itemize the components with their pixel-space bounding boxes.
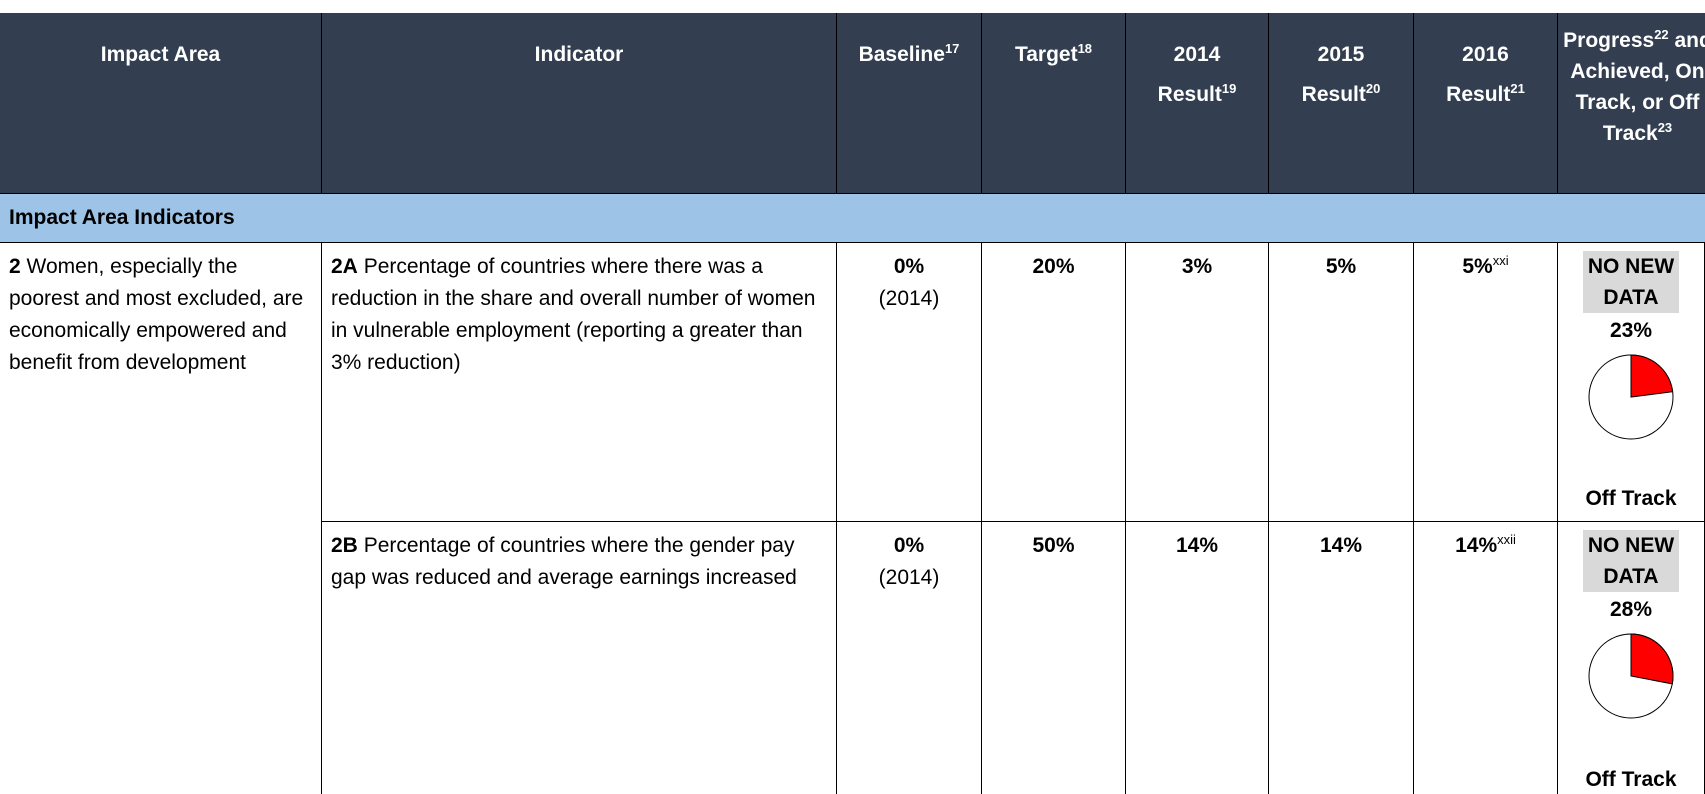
table-cell: 0% (2014) bbox=[837, 522, 982, 794]
baseline-value: 0% bbox=[893, 255, 925, 278]
result-value: 3% bbox=[1181, 255, 1213, 278]
header-cell: Indicator bbox=[322, 13, 837, 194]
pie-slice bbox=[1630, 354, 1674, 398]
header-text: Indicator bbox=[534, 43, 624, 66]
pie-chart bbox=[1588, 354, 1674, 440]
target-value: 20% bbox=[1032, 255, 1075, 278]
table-cell: 50% bbox=[982, 522, 1126, 794]
result-value: 14% bbox=[1175, 534, 1219, 557]
footnote: 21 bbox=[1510, 81, 1525, 96]
footnote: xxi bbox=[1492, 253, 1509, 268]
baseline-year: (2014) bbox=[878, 566, 940, 589]
table-cell: 20% bbox=[982, 243, 1126, 522]
table-cell: 14% bbox=[1269, 522, 1414, 794]
section-row: Impact Area Indicators bbox=[0, 194, 1705, 243]
section-title: Impact Area Indicators bbox=[9, 206, 235, 229]
table-cell: 3% bbox=[1126, 243, 1269, 522]
table-cell: 14%xxii bbox=[1414, 522, 1558, 794]
baseline-value: 0% bbox=[893, 534, 925, 557]
header-cell: 2016 Result21 bbox=[1414, 13, 1558, 194]
result-value: 5% bbox=[1462, 255, 1493, 278]
header-text: 2015 bbox=[1317, 43, 1365, 66]
header-cell: Target18 bbox=[982, 13, 1126, 194]
footnote: 23 bbox=[1657, 120, 1673, 135]
footnote: 18 bbox=[1077, 41, 1093, 56]
header-cell: Baseline17 bbox=[837, 13, 982, 194]
progress-label: 28% bbox=[1609, 598, 1653, 621]
header-text: Result bbox=[1301, 83, 1366, 106]
header-text: 2014 bbox=[1173, 43, 1221, 66]
footnote: 17 bbox=[944, 41, 960, 56]
pie-slice bbox=[1630, 633, 1674, 685]
footnote: xxii bbox=[1497, 532, 1516, 547]
header-text: Result bbox=[1157, 83, 1222, 106]
indicator-text: Percentage of countries where there was … bbox=[331, 255, 816, 374]
footnote: 20 bbox=[1365, 81, 1381, 96]
header-text: and Achieved, On Track, or Off Track bbox=[1570, 29, 1705, 145]
result-value: 14% bbox=[1455, 534, 1498, 557]
header-cell: 2014 Result19 bbox=[1126, 13, 1269, 194]
target-value: 50% bbox=[1032, 534, 1075, 557]
header-text: Impact Area bbox=[100, 43, 221, 66]
table-cell: 5%xxi bbox=[1414, 243, 1558, 522]
header-cell: 2015 Result20 bbox=[1269, 13, 1414, 194]
table-cell: 14% bbox=[1126, 522, 1269, 794]
table-cell: NO NEW DATA 28% Off Track bbox=[1558, 522, 1705, 794]
header-text: Result bbox=[1446, 83, 1511, 106]
header-text: Baseline bbox=[858, 43, 945, 66]
footnote: 19 bbox=[1221, 81, 1237, 96]
result-value: 14% bbox=[1319, 534, 1363, 557]
indicator-text: Percentage of countries where the gender… bbox=[331, 534, 797, 589]
impact-text: Women, especially the poorest and most e… bbox=[9, 255, 304, 374]
table-cell: 2B Percentage of countries where the gen… bbox=[322, 522, 837, 794]
status-label: NO NEW DATA bbox=[1583, 530, 1679, 592]
table-cell: 2A Percentage of countries where there w… bbox=[322, 243, 837, 522]
footnote: 22 bbox=[1654, 27, 1669, 42]
track-label: Off Track bbox=[1585, 487, 1677, 510]
table-cell: NO NEW DATA 23% Off Track bbox=[1558, 243, 1705, 522]
header-cell: Progress22 and Achieved, On Track, or Of… bbox=[1558, 13, 1705, 194]
pie-chart bbox=[1588, 633, 1674, 719]
header-cell: Impact Area bbox=[0, 13, 322, 194]
baseline-year: (2014) bbox=[878, 287, 940, 310]
track-label: Off Track bbox=[1585, 768, 1677, 791]
status-label: NO NEW DATA bbox=[1583, 251, 1679, 313]
table-cell: 5% bbox=[1269, 243, 1414, 522]
header-text: Target bbox=[1014, 43, 1078, 66]
header-text: Progress bbox=[1563, 29, 1655, 52]
table-cell: 0% (2014) bbox=[837, 243, 982, 522]
header-text: 2016 bbox=[1462, 43, 1509, 66]
progress-label: 23% bbox=[1609, 319, 1653, 342]
impact-code: 2 bbox=[9, 255, 21, 278]
indicator-code: 2B bbox=[331, 534, 358, 557]
indicator-code: 2A bbox=[331, 255, 358, 278]
result-value: 5% bbox=[1325, 255, 1357, 278]
impact-cell: 2 Women, especially the poorest and most… bbox=[0, 243, 322, 794]
